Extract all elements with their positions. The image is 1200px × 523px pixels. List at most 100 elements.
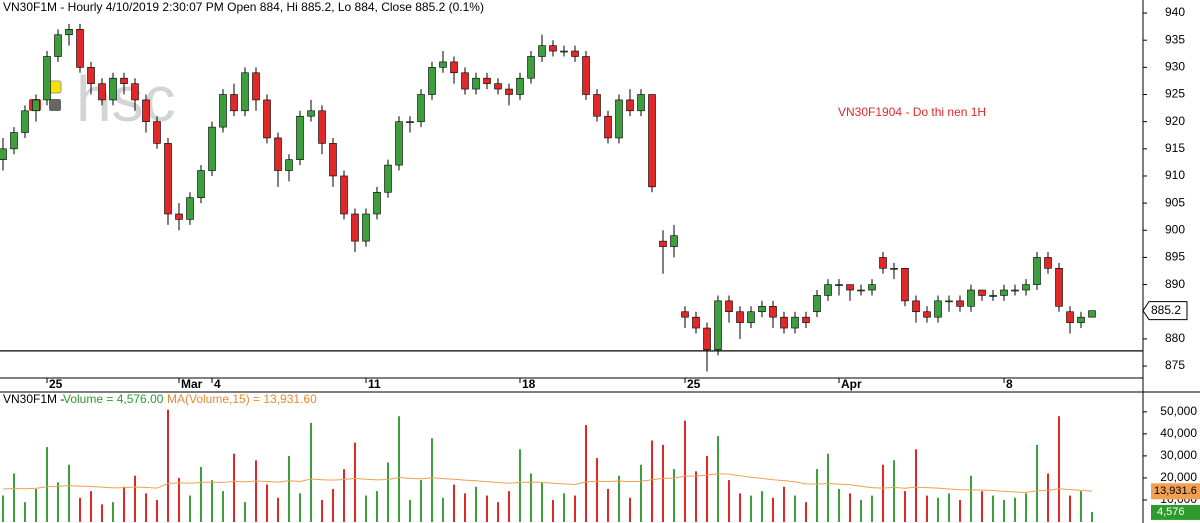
candle-body [318, 110, 326, 144]
candle-body [21, 110, 29, 133]
candle-body [450, 61, 458, 74]
y-tick-label: 900 [1165, 222, 1185, 236]
volume-bar [189, 495, 191, 522]
candle-body [461, 72, 469, 90]
volume-bar [992, 495, 994, 522]
volume-bar [574, 495, 576, 522]
volume-bar [1091, 511, 1093, 522]
volume-bar [475, 486, 477, 522]
candle-body [989, 295, 997, 297]
candle-body [912, 300, 920, 313]
candle-body [153, 121, 161, 144]
candle-body [725, 300, 733, 313]
volume-bar [35, 488, 37, 522]
volume-bar [607, 488, 609, 522]
volume-bar [431, 438, 433, 522]
candle-body [890, 267, 898, 270]
volume-bar [1058, 416, 1060, 522]
volume-bar [1069, 495, 1071, 522]
candle-body [329, 143, 337, 177]
candle-body [549, 45, 557, 52]
candle-body [1077, 316, 1085, 323]
volume-title: Volume = 4,576.00 [63, 392, 164, 406]
volume-bar [442, 497, 444, 522]
candle-body [109, 77, 117, 101]
volume-marker [1151, 504, 1200, 520]
candle-body [769, 306, 777, 318]
candle-body [406, 121, 414, 123]
candle-body [956, 300, 964, 307]
volume-bar [134, 475, 136, 522]
candle-body [615, 99, 623, 139]
volume-bar [761, 491, 763, 522]
volume-bar [68, 464, 70, 522]
volume-bar [101, 504, 103, 522]
candle-body [351, 213, 359, 242]
y-tick-label: 915 [1165, 141, 1185, 155]
volume-bar [112, 502, 114, 522]
volume-bar [871, 495, 873, 522]
candle-body [681, 311, 689, 318]
candle-body [736, 311, 744, 323]
volume-bar [1080, 491, 1082, 522]
candle-body [373, 191, 381, 215]
x-tick-label: 18 [522, 377, 536, 391]
candle-body [98, 83, 106, 101]
x-tick-label: 11 [368, 377, 381, 391]
candle-body [263, 99, 271, 139]
volume-bar [552, 499, 554, 522]
volume-bar [794, 495, 796, 522]
volume-bar [673, 469, 675, 522]
y-tick-label: 920 [1165, 114, 1185, 128]
y-tick-label: 935 [1165, 32, 1185, 46]
volume-bar [376, 491, 378, 522]
volume-bar [926, 495, 928, 522]
candle-body [802, 316, 810, 323]
candle-body [758, 306, 766, 313]
volume-bar [860, 499, 862, 522]
y-tick-label: 910 [1165, 168, 1185, 182]
candle-body [65, 29, 73, 36]
volume-bar [420, 480, 422, 522]
candle-body [879, 257, 887, 269]
chart-title: VN30F1M - Hourly 4/10/2019 2:30:07 PM Op… [3, 0, 484, 14]
volume-bar [882, 464, 884, 522]
volume-bar [596, 458, 598, 522]
volume-bar [937, 497, 939, 522]
candle-body [131, 83, 139, 101]
volume-bar [640, 464, 642, 522]
candle-body [901, 267, 909, 302]
candle-body [219, 94, 227, 128]
candle-body [32, 99, 40, 112]
candle-body [230, 94, 238, 112]
volume-bar [1047, 473, 1049, 522]
y-tick-label: 905 [1165, 195, 1185, 209]
candle-body [791, 316, 799, 329]
y-tick-label: 40,000 [1160, 426, 1197, 440]
candle-body [285, 159, 293, 171]
volume-bar [827, 453, 829, 522]
volume-bar [904, 491, 906, 522]
candle-body [813, 295, 821, 313]
candle-body [648, 94, 656, 188]
volume-bar [893, 460, 895, 522]
y-tick-label: 875 [1165, 358, 1185, 372]
volume-bar [563, 493, 565, 522]
volume-bar [959, 499, 961, 522]
volume-bar [849, 493, 851, 522]
volume-bar [519, 449, 521, 522]
volume-bar [167, 409, 169, 522]
volume-bar [453, 484, 455, 522]
x-tick-label: 4 [214, 377, 221, 391]
volume-title: MA(Volume,15) = 13,931.60 [167, 392, 317, 406]
candle-body [626, 99, 634, 112]
candle-body [439, 61, 447, 68]
candle-body [54, 34, 62, 57]
candle-body [87, 67, 95, 84]
candle-body [384, 164, 392, 193]
candle-body [494, 83, 502, 90]
candle-body [1066, 311, 1074, 323]
volume-bar [981, 491, 983, 522]
candle-body [76, 29, 84, 68]
